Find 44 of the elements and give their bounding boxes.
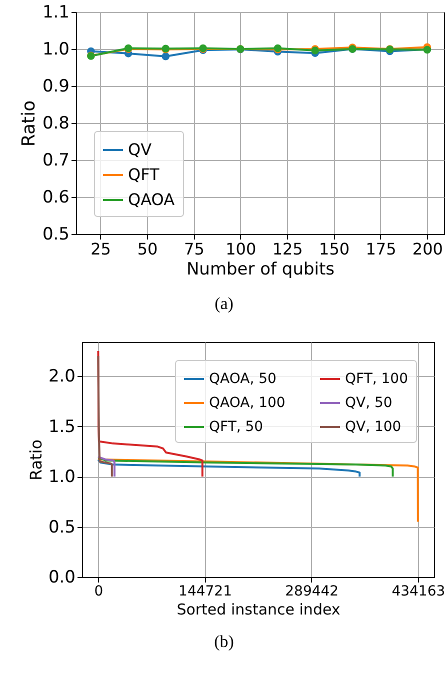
y-tick-label: 0.6 xyxy=(42,188,70,208)
line-series xyxy=(97,456,394,478)
legend-label: QV, 50 xyxy=(345,395,392,411)
x-tick-label: 200 xyxy=(412,240,443,258)
x-tick-label: 75 xyxy=(184,240,204,258)
line-series xyxy=(97,458,361,478)
y-tick-label: 0.5 xyxy=(42,224,70,244)
x-tick-label: 100 xyxy=(226,240,256,258)
legend-label: QFT, 100 xyxy=(345,371,408,387)
x-tick-label: 175 xyxy=(366,240,396,258)
x-tick-label: 50 xyxy=(137,240,158,258)
legend-label: QFT, 50 xyxy=(209,419,264,435)
y-tick-label: 0.8 xyxy=(42,114,70,134)
y-tick-label: 1.5 xyxy=(48,416,76,437)
y-axis-title: Ratio xyxy=(18,100,40,147)
y-tick-label: 1.0 xyxy=(42,40,70,60)
line-series xyxy=(97,455,116,478)
legend-label: QAOA, 100 xyxy=(209,395,286,411)
y-tick-label: 1.1 xyxy=(42,2,70,22)
x-tick-label: 125 xyxy=(272,240,303,258)
point xyxy=(162,52,170,60)
line-series xyxy=(97,355,113,478)
text: (b) xyxy=(213,632,235,652)
x-axis-title: Sorted instance index xyxy=(176,600,340,618)
x-tick-label: 25 xyxy=(90,240,111,258)
x-tick-label: 150 xyxy=(319,240,350,258)
y-axis-title: Ratio xyxy=(26,439,46,481)
legend-label: QAOA, 50 xyxy=(209,371,276,387)
legend-label: QV, 100 xyxy=(345,419,402,435)
text: (a) xyxy=(214,294,234,314)
x-tick-label: 144721 xyxy=(178,584,232,600)
legend-label: QAOA xyxy=(128,190,175,209)
legend-label: QFT xyxy=(128,165,160,184)
y-tick-label: 0.7 xyxy=(42,150,70,170)
x-axis-title: Number of qubits xyxy=(186,260,335,280)
y-tick-label: 1.0 xyxy=(48,467,76,488)
x-tick-label: 434163 xyxy=(392,584,446,600)
y-tick-label: 0.5 xyxy=(48,517,76,538)
x-tick-label: 289442 xyxy=(285,584,339,600)
y-tick-label: 2.0 xyxy=(48,366,76,387)
legend-label: QV xyxy=(128,140,152,159)
y-tick-label: 0.9 xyxy=(42,76,70,96)
y-tick-label: 0.0 xyxy=(48,568,76,588)
x-tick-label: 0 xyxy=(94,584,104,600)
